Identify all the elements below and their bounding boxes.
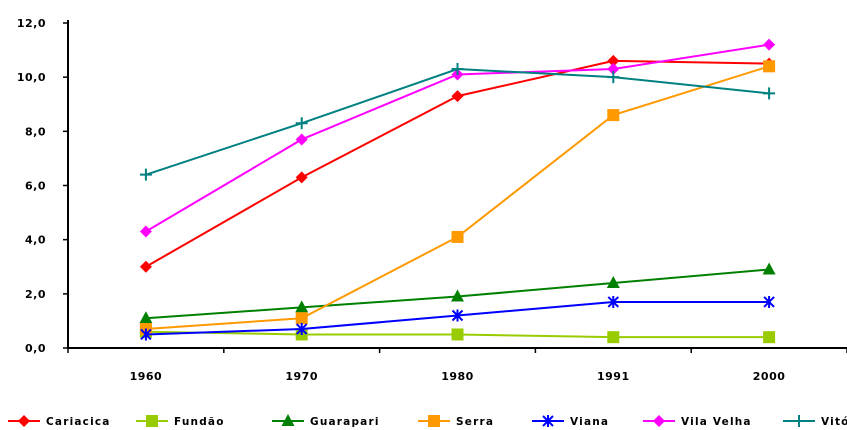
legend-item-cariacica: Cariacica: [8, 415, 111, 428]
data-point: [607, 295, 620, 308]
x-tick-label: 1980: [441, 370, 474, 383]
legend: Cariacica Fundão Guarapari Serra Viana Vila V…: [8, 414, 847, 428]
series-viana: [140, 295, 775, 341]
legend-label: Serra: [456, 416, 494, 428]
y-axis-ticks: 0,0 2,0 4,0 6,0 8,0 10,0 12,0: [17, 17, 68, 355]
x-tick-label: 1970: [285, 370, 318, 383]
legend-label: Guarapari: [310, 416, 380, 428]
series-serra: [139, 60, 776, 336]
legend-item-viana: Viana: [532, 415, 609, 428]
data-point: [295, 323, 308, 336]
series-layer: [139, 38, 776, 344]
legend-item-vila-velha: Vila Velha: [643, 415, 752, 428]
data-point: [451, 328, 464, 341]
legend-marker: [793, 415, 805, 427]
data-point: [451, 309, 464, 322]
legend-item-vitoria: Vitória: [783, 415, 847, 428]
x-axis-ticks: 1960 1970 1980 1991 2000: [67, 348, 847, 383]
data-point: [295, 300, 309, 313]
data-point: [295, 171, 308, 184]
data-point: [763, 331, 776, 344]
series-guarapari: [139, 262, 776, 324]
y-tick-label: 2,0: [25, 288, 46, 301]
data-point: [295, 133, 308, 146]
legend-label: Viana: [570, 416, 609, 428]
series-vitoria: [139, 63, 776, 181]
data-point: [139, 260, 152, 273]
data-point: [451, 289, 464, 302]
x-tick-label: 1960: [130, 370, 163, 383]
legend-marker: [18, 415, 30, 427]
data-point: [607, 54, 620, 67]
y-tick-label: 10,0: [17, 71, 46, 84]
data-point: [140, 328, 152, 341]
legend-marker: [146, 415, 158, 427]
series-line: [145, 68, 770, 176]
legend-label: Fundão: [174, 416, 225, 428]
data-point: [763, 38, 776, 51]
data-point: [763, 87, 776, 100]
legend-label: Cariacica: [46, 416, 111, 428]
data-point: [763, 295, 775, 308]
legend-label: Vitória: [821, 416, 847, 428]
y-tick-label: 0,0: [25, 342, 46, 355]
legend-item-guarapari: Guarapari: [272, 414, 380, 428]
legend-marker: [542, 415, 554, 427]
legend-marker: [653, 415, 665, 427]
x-tick-label: 1991: [597, 370, 630, 383]
y-tick-label: 6,0: [25, 180, 46, 193]
legend-marker: [428, 415, 440, 427]
data-point: [139, 311, 153, 324]
data-point: [451, 63, 464, 76]
data-point: [763, 60, 776, 73]
data-point: [139, 168, 152, 181]
data-point: [451, 90, 464, 103]
y-tick-label: 12,0: [17, 17, 46, 30]
y-tick-label: 8,0: [25, 125, 46, 138]
data-point: [607, 63, 620, 76]
data-point: [607, 331, 620, 344]
legend-item-serra: Serra: [418, 415, 494, 428]
y-tick-label: 4,0: [25, 234, 46, 247]
series-fundao: [139, 325, 776, 344]
legend-label: Vila Velha: [681, 416, 752, 428]
data-point: [295, 312, 308, 325]
data-point: [451, 230, 464, 243]
data-point: [607, 71, 620, 84]
data-point: [762, 262, 776, 275]
data-point: [295, 117, 308, 130]
data-point: [139, 225, 152, 238]
data-point: [606, 276, 620, 288]
legend-item-fundao: Fundão: [136, 415, 225, 428]
legend-marker: [281, 414, 295, 426]
x-tick-label: 2000: [753, 370, 786, 383]
data-point: [607, 109, 620, 122]
